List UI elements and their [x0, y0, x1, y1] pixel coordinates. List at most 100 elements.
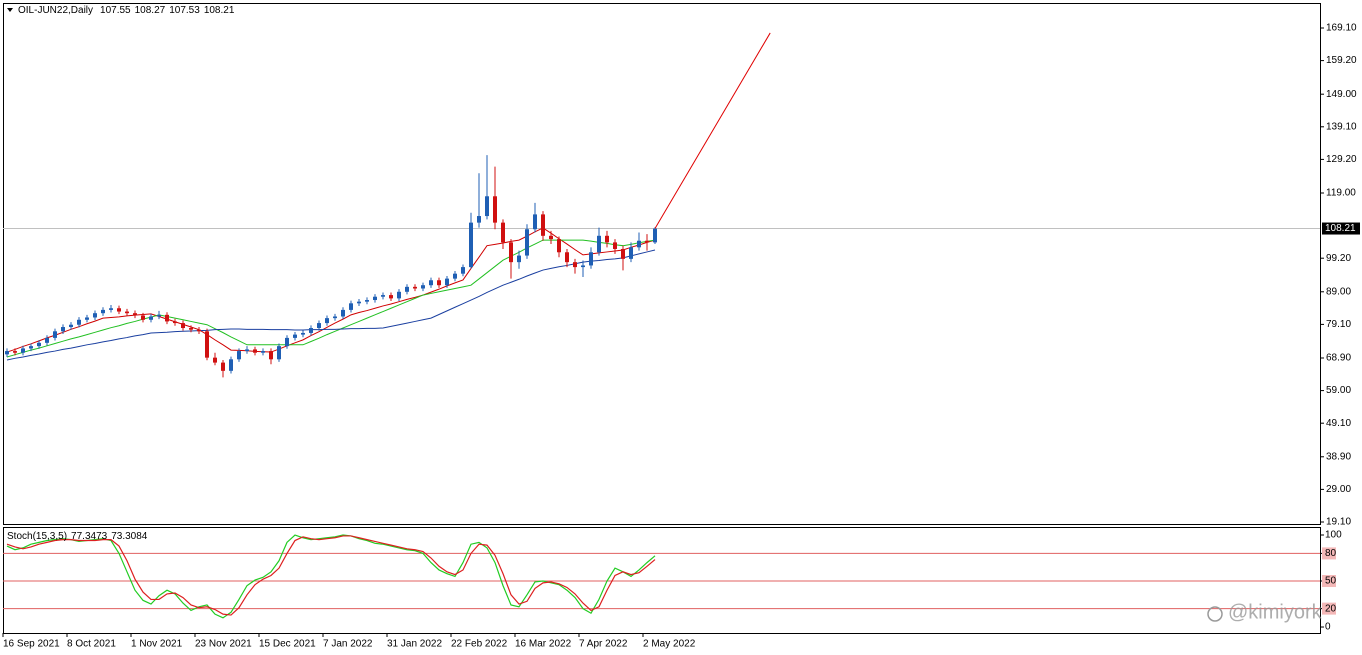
stoch-y-tick-label: 80	[1325, 548, 1337, 559]
candle-body	[149, 316, 153, 320]
candle-body	[437, 280, 441, 286]
candle-body	[461, 267, 465, 274]
y-tick-label: 79.10	[1326, 319, 1351, 330]
candle-body	[493, 196, 497, 223]
y-tick-label: 89.00	[1326, 286, 1351, 297]
y-tick-label: 99.20	[1326, 253, 1351, 264]
candle-body	[389, 295, 393, 299]
candle-body	[245, 349, 249, 352]
candle-body	[213, 357, 217, 363]
candle-body	[533, 214, 537, 230]
marks-layer	[5, 32, 771, 619]
candle-body	[21, 348, 25, 353]
candle-body	[333, 316, 337, 319]
candle-body	[509, 242, 513, 263]
candle-body	[477, 216, 481, 223]
candle-body	[413, 286, 417, 289]
candle-body	[93, 313, 97, 318]
candle-body	[269, 351, 273, 360]
candle-body	[517, 255, 521, 263]
candle-body	[293, 334, 297, 338]
y-tick-label: 49.10	[1326, 418, 1351, 429]
candle-body	[173, 321, 177, 324]
candle-body	[637, 240, 641, 248]
candle-body	[109, 308, 113, 310]
x-tick-label: 7 Jan 2022	[323, 639, 373, 650]
candle-body	[373, 296, 377, 301]
stoch-y-tick-label: 0	[1325, 622, 1331, 633]
x-tick-label: 22 Feb 2022	[451, 639, 508, 650]
candle-body	[117, 308, 121, 312]
symbol: OIL-JUN22,Daily	[18, 5, 93, 16]
stoch-y-tick-label: 100	[1325, 530, 1342, 541]
candle-body	[197, 329, 201, 332]
candle-body	[53, 331, 57, 338]
candle-body	[421, 285, 425, 289]
candle-body	[565, 252, 569, 263]
candle-body	[45, 337, 49, 343]
candle-body	[445, 278, 449, 286]
candle-body	[613, 242, 617, 249]
x-tick-label: 15 Dec 2021	[259, 639, 316, 650]
candle-body	[573, 262, 577, 268]
watermark: @kimiyork	[1228, 601, 1323, 623]
candle-body	[501, 222, 505, 243]
stoch-panel-frame	[3, 527, 1321, 634]
candle-body	[605, 235, 609, 243]
y-tick-label: 149.00	[1326, 89, 1357, 100]
y-tick-label: 38.90	[1326, 451, 1351, 462]
header-value: 107.55	[100, 5, 131, 16]
stoch-level-box	[1322, 547, 1336, 560]
y-tick-label: 169.10	[1326, 23, 1357, 34]
y-tick-label: 129.20	[1326, 154, 1357, 165]
x-tick-label: 23 Nov 2021	[195, 639, 252, 650]
candle-body	[581, 265, 585, 268]
candle-body	[621, 248, 625, 259]
x-tick-label: 8 Oct 2021	[67, 639, 116, 650]
candle-body	[5, 351, 9, 355]
candle-body	[253, 349, 257, 353]
x-tick-label: 7 Apr 2022	[579, 639, 628, 650]
candle-body	[133, 313, 137, 316]
moving-average-line	[6, 249, 656, 361]
candle-body	[61, 327, 65, 332]
candle-body	[229, 359, 233, 371]
candle-body	[557, 239, 561, 253]
candle-body	[181, 323, 185, 329]
x-tick-label: 1 Nov 2021	[131, 639, 183, 650]
stoch-y-tick-label: 20	[1325, 603, 1337, 614]
candle-body	[453, 273, 457, 279]
current-price-box	[1322, 222, 1360, 235]
candle-body	[549, 235, 553, 240]
candle-body	[397, 291, 401, 299]
candle-body	[349, 303, 353, 310]
symbol-menu-arrow[interactable]	[7, 8, 13, 12]
stoch-line	[6, 535, 656, 616]
stoch-header: Stoch(15,3,5) 77.3473 73.3084	[7, 531, 148, 542]
candle-body	[285, 337, 289, 347]
candle-body	[165, 314, 169, 322]
moving-average-line	[6, 239, 656, 358]
stoch-header-value: 77.3473	[71, 531, 108, 542]
candle-body	[405, 286, 409, 292]
watermark-icon	[1207, 606, 1223, 622]
candle-body	[597, 235, 601, 253]
chart-header: OIL-JUN22,Daily 107.55 108.27 107.53 108.21	[18, 5, 235, 16]
candle-body	[653, 228, 657, 243]
y-tick-label: 19.10	[1326, 517, 1351, 528]
candle-body	[69, 324, 73, 328]
candle-body	[261, 351, 265, 353]
candle-body	[357, 301, 361, 304]
candle-body	[341, 309, 345, 317]
candle-body	[381, 295, 385, 297]
candle-body	[221, 362, 225, 371]
candle-body	[645, 240, 649, 243]
stoch-y-tick-label: 50	[1325, 576, 1337, 587]
candle-body	[157, 314, 161, 317]
trendline	[654, 32, 771, 229]
candle-body	[317, 323, 321, 329]
y-tick-label: 139.10	[1326, 121, 1357, 132]
candle-body	[325, 318, 329, 324]
current-price-label: 108.21	[1325, 223, 1356, 234]
